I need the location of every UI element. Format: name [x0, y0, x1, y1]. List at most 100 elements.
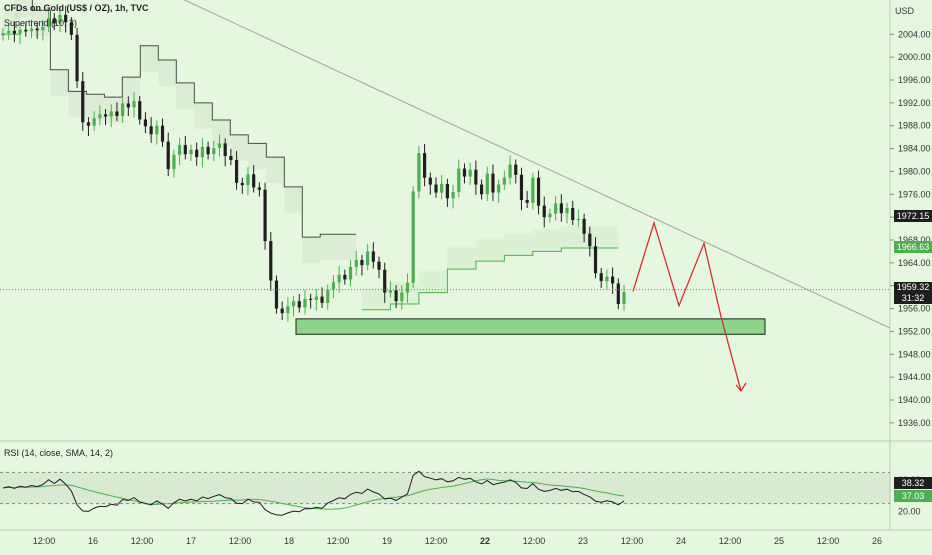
- x-tick-label: 22: [480, 536, 490, 546]
- candle-body: [149, 126, 153, 135]
- candle-body: [331, 282, 336, 290]
- projection-arrow-path: [632, 220, 742, 392]
- projection-arrowhead: [735, 382, 747, 392]
- candle-body: [269, 241, 273, 281]
- candle-body: [200, 146, 205, 158]
- symbol-title[interactable]: CFDs on Gold (US$ / OZ), 1h, TVC: [4, 3, 149, 13]
- candle-body: [166, 141, 170, 170]
- y-tick-label: 1996.00: [898, 75, 931, 85]
- candle-body: [291, 301, 296, 307]
- candle-body: [525, 200, 529, 203]
- x-tick-label: 25: [774, 536, 784, 546]
- candle-body: [348, 266, 353, 280]
- candle-body: [616, 283, 620, 304]
- candle-body: [548, 213, 552, 218]
- candle-body: [508, 164, 512, 178]
- rsi-line: [2, 470, 625, 516]
- candle-body: [7, 30, 11, 34]
- resistance-price-badge: 1972.15: [894, 210, 932, 222]
- candle-body: [559, 203, 563, 214]
- y-tick-label: 1988.00: [898, 121, 931, 131]
- indicator-legend[interactable]: Supertrend (10, 3): [4, 18, 77, 28]
- candle-body: [24, 29, 28, 32]
- candle-body: [69, 22, 73, 35]
- candle-body: [497, 184, 501, 193]
- candle-body: [274, 280, 279, 309]
- candle-body: [195, 149, 199, 158]
- last-price-badge: 1959.32 31:32: [894, 282, 932, 304]
- candle-body: [554, 203, 558, 214]
- candle-body: [593, 246, 598, 274]
- supertrend-line: [361, 247, 619, 311]
- candle-body: [252, 174, 256, 188]
- candle-body: [160, 125, 165, 142]
- candle-body: [86, 122, 91, 126]
- candle-body: [502, 177, 506, 185]
- candle-body: [246, 174, 250, 186]
- candle-body: [422, 153, 427, 178]
- price-pane: [0, 0, 890, 441]
- supertrend-fill: [3, 12, 21, 35]
- x-tick-label: 16: [88, 536, 98, 546]
- x-tick-label: 18: [284, 536, 294, 546]
- candle-body: [354, 260, 358, 267]
- candle-body: [29, 28, 34, 32]
- candle-body: [605, 276, 609, 282]
- supertrend-fill: [361, 226, 619, 310]
- x-tick-label: 24: [676, 536, 686, 546]
- support-zone: [295, 318, 766, 335]
- candle-body: [582, 218, 586, 234]
- candle-body: [366, 251, 370, 266]
- candle-body: [445, 184, 449, 199]
- candle-body: [263, 189, 267, 242]
- candle-body: [542, 205, 546, 218]
- y-tick-label: 2000.00: [898, 52, 931, 62]
- y-tick-label: 1936.00: [898, 418, 931, 428]
- candle-body: [588, 233, 592, 247]
- candle-body: [457, 168, 461, 192]
- x-tick-label: 12:00: [327, 536, 350, 546]
- candle-body: [229, 156, 233, 160]
- axis-layer: 2004.00 2000.00 1996.00 1992.00 1988.00 1984.…: [33, 29, 931, 546]
- candle-body: [155, 125, 159, 135]
- x-tick-label: 12:00: [131, 536, 154, 546]
- rsi-band: [0, 472, 890, 504]
- chart-title: CFDs on Gold (US$ / OZ), 1h, TVC: [4, 3, 149, 13]
- candle-body: [217, 143, 222, 148]
- candle-body: [309, 298, 313, 300]
- rsi-legend[interactable]: RSI (14, close, SMA, 14, 2): [4, 448, 113, 458]
- candle-body: [411, 191, 415, 283]
- supertrend-line: [31, 0, 357, 238]
- x-tick-label: 19: [382, 536, 392, 546]
- candle-body: [491, 173, 495, 193]
- candle-layer: [1, 5, 626, 322]
- candle-body: [183, 145, 187, 155]
- candle-body: [599, 273, 603, 282]
- candle-body: [314, 296, 318, 300]
- candle-body: [394, 290, 398, 302]
- y-tick-label: 1948.00: [898, 349, 931, 359]
- candle-body: [12, 30, 16, 34]
- y-tick-label: 1944.00: [898, 372, 931, 382]
- candle-body: [468, 169, 472, 177]
- candle-body: [320, 296, 324, 303]
- candle-body: [234, 160, 239, 183]
- candle-body: [115, 111, 119, 116]
- y-tick-label: 1976.00: [898, 189, 931, 199]
- x-tick-label: 12:00: [425, 536, 448, 546]
- candle-body: [611, 276, 615, 284]
- y-tick-label: 1940.00: [898, 395, 931, 405]
- candle-body: [64, 14, 68, 23]
- x-tick-label: 12:00: [621, 536, 644, 546]
- candle-body: [576, 218, 581, 220]
- x-tick-label: 12:00: [719, 536, 742, 546]
- candle-body: [400, 292, 404, 302]
- y-tick-label: 1984.00: [898, 144, 931, 154]
- candle-body: [451, 192, 455, 199]
- candle-body: [132, 101, 136, 108]
- candle-body: [565, 208, 569, 214]
- rsi-ma-badge: 37.03: [894, 490, 932, 502]
- y-tick-label: 1992.00: [898, 98, 931, 108]
